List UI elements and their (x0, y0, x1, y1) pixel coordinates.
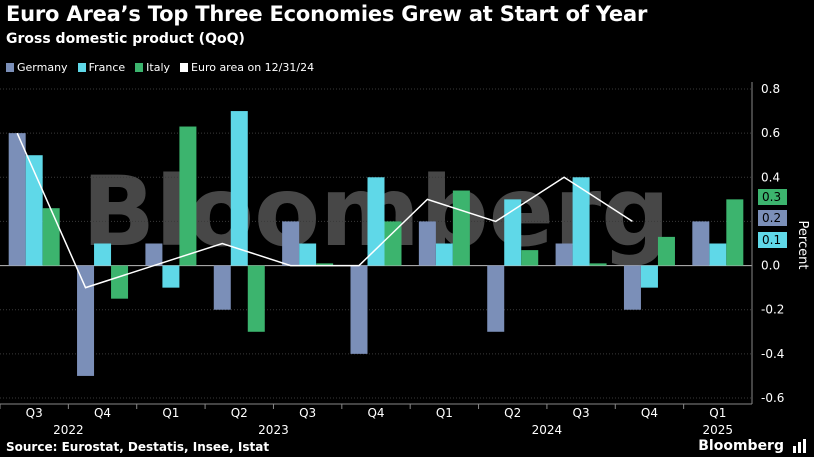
chart-subtitle: Gross domestic product (QoQ) (6, 31, 245, 47)
bar-italy (111, 265, 129, 299)
x-tick-label: Q2 (504, 406, 521, 420)
x-tick-label: Q3 (573, 406, 590, 420)
bar-germany (213, 265, 231, 310)
legend-label-france: France (88, 61, 126, 74)
end-value-badge (758, 232, 787, 248)
x-tick-label: Q4 (367, 406, 384, 420)
bar-italy (589, 263, 607, 266)
legend-label-euro-area: Euro area on 12/31/24 (191, 61, 315, 74)
bar-france (640, 265, 658, 288)
y-tick-label: 0.0 (761, 259, 780, 273)
end-value-badge (758, 189, 787, 205)
x-tick-label: Q1 (709, 406, 726, 420)
end-value-label: 0.3 (762, 190, 781, 204)
bar-france (367, 177, 385, 266)
y-tick-label: 0.6 (761, 126, 780, 140)
legend-label-italy: Italy (146, 61, 171, 74)
bar-france (230, 111, 248, 266)
bar-france (435, 243, 453, 266)
chart-title: Euro Area’s Top Three Economies Grew at … (6, 2, 648, 26)
x-tick-label: Q3 (26, 406, 43, 420)
y-tick-label: 0.8 (761, 82, 780, 96)
bar-germany (282, 221, 300, 266)
brand-logo-text: Bloomberg (698, 438, 784, 454)
y-tick-label: -0.2 (761, 303, 784, 317)
year-label: 2022 (53, 423, 84, 437)
bar-italy (384, 221, 402, 266)
bar-france (709, 243, 727, 266)
year-label: 2024 (532, 423, 563, 437)
bar-italy (452, 190, 470, 266)
y-tick-label: -0.6 (761, 391, 784, 405)
end-value-label: 0.2 (762, 211, 781, 225)
bar-italy (726, 199, 744, 266)
bar-italy (42, 208, 60, 266)
bar-germany (692, 221, 710, 266)
bar-germany (623, 265, 641, 310)
bar-germany (77, 265, 95, 376)
x-tick-label: Q4 (94, 406, 111, 420)
y-axis-title: Percent (795, 221, 810, 270)
bar-italy (179, 126, 197, 266)
legend: Germany France Italy Euro area on 12/31/… (6, 61, 314, 74)
year-label: 2023 (258, 423, 289, 437)
legend-swatch-euro-area (180, 63, 189, 72)
legend-swatch-italy (135, 63, 144, 72)
x-tick-label: Q4 (641, 406, 658, 420)
legend-swatch-france (77, 63, 86, 72)
bar-italy (657, 236, 675, 266)
legend-item-france: France (77, 61, 126, 74)
bar-germany (418, 221, 436, 266)
bar-italy (247, 265, 265, 332)
bar-france (299, 243, 317, 266)
bar-chart-icon (793, 439, 806, 453)
legend-swatch-germany (6, 63, 14, 72)
end-value-label: 0.1 (762, 233, 781, 247)
legend-item-euro-area: Euro area on 12/31/24 (180, 61, 314, 74)
bar-germany (487, 265, 505, 332)
bar-france (572, 177, 590, 266)
x-tick-label: Q1 (162, 406, 179, 420)
y-tick-label: 0.4 (761, 170, 780, 184)
source-note: Source: Eurostat, Destatis, Insee, Istat (6, 440, 270, 454)
legend-item-italy: Italy (135, 61, 170, 74)
bar-germany (350, 265, 368, 354)
line-euro-area (16, 132, 633, 289)
x-tick-label: Q3 (299, 406, 316, 420)
year-label: 2025 (703, 423, 734, 437)
legend-item-germany: Germany (6, 61, 68, 74)
x-tick-label: Q2 (231, 406, 248, 420)
legend-label-germany: Germany (17, 61, 68, 74)
x-tick-label: Q1 (436, 406, 453, 420)
bar-france (94, 243, 112, 266)
bar-france (162, 265, 180, 288)
bar-italy (521, 250, 539, 266)
y-tick-label: -0.4 (761, 347, 784, 361)
bar-germany (145, 243, 163, 266)
bar-germany (8, 133, 26, 266)
bar-germany (555, 243, 573, 266)
bar-italy (316, 263, 334, 266)
end-value-badge (758, 210, 787, 226)
bar-france (504, 199, 522, 266)
